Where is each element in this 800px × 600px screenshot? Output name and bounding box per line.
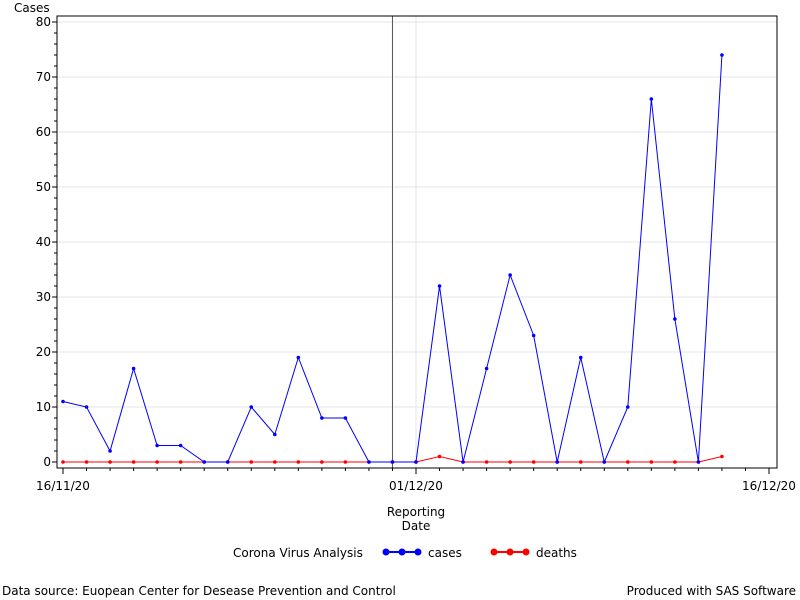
data-point-deaths	[155, 460, 159, 464]
x-tick-label: 01/12/20	[389, 479, 443, 493]
data-point-cases	[626, 405, 630, 409]
data-point-deaths	[720, 454, 724, 459]
y-axis-title: Cases	[14, 1, 50, 15]
data-point-cases	[202, 460, 206, 464]
data-point-cases	[131, 366, 136, 371]
data-point-cases	[343, 416, 348, 420]
legend-marker-deaths	[490, 548, 498, 556]
data-point-cases	[61, 399, 65, 404]
y-tick-label: 50	[36, 180, 51, 194]
legend-marker-cases	[382, 548, 390, 556]
data-point-cases	[320, 416, 324, 420]
legend-marker-cases	[398, 548, 406, 556]
data-point-deaths	[249, 460, 254, 464]
data-point-cases	[390, 460, 395, 464]
legend-marker-deaths	[522, 548, 530, 556]
data-point-deaths	[484, 460, 489, 464]
data-point-cases	[296, 355, 301, 360]
data-point-deaths	[649, 460, 654, 464]
data-point-cases	[720, 53, 724, 57]
data-point-cases	[437, 284, 442, 288]
y-tick-label: 30	[36, 290, 51, 304]
y-tick-label: 70	[36, 70, 51, 84]
data-point-cases	[484, 366, 489, 371]
legend-marker-deaths	[506, 548, 514, 556]
data-point-cases	[602, 460, 607, 464]
data-point-cases	[225, 460, 230, 464]
data-point-cases	[249, 405, 254, 409]
data-point-cases	[108, 449, 112, 453]
legend-label-cases: cases	[428, 546, 462, 560]
grid-lines	[57, 16, 777, 468]
data-point-cases	[461, 460, 465, 464]
data-point-deaths	[531, 460, 536, 464]
data-point-cases	[555, 460, 559, 464]
data-point-deaths	[108, 460, 112, 464]
data-point-deaths	[673, 460, 677, 464]
y-tick-label: 40	[36, 235, 51, 249]
data-point-cases	[155, 443, 159, 448]
data-point-deaths	[273, 460, 277, 464]
data-point-cases	[367, 460, 371, 464]
data-point-deaths	[320, 460, 324, 464]
y-tick-label: 60	[36, 125, 51, 139]
data-point-deaths	[437, 454, 442, 459]
data-point-deaths	[296, 460, 301, 464]
legend-label-deaths: deaths	[536, 546, 577, 560]
software-footnote: Produced with SAS Software	[626, 584, 796, 598]
series-layer	[61, 53, 724, 464]
x-tick-label: 16/12/20	[742, 479, 796, 493]
x-axis: 16/11/20 01/12/20 16/12/20	[36, 468, 796, 493]
data-point-cases	[84, 405, 89, 409]
data-point-cases	[178, 443, 183, 448]
data-point-deaths	[508, 460, 512, 464]
y-tick-label: 10	[36, 400, 51, 414]
y-tick-label: 80	[36, 15, 51, 29]
data-point-deaths	[131, 460, 136, 464]
data-point-cases	[531, 333, 536, 338]
data-point-cases	[578, 355, 583, 360]
data-source-footnote: Data source: Euopean Center for Desease …	[2, 584, 396, 598]
data-point-cases	[414, 460, 418, 464]
data-point-cases	[273, 432, 277, 437]
data-point-deaths	[61, 460, 65, 464]
legend: Corona Virus Analysis cases deaths	[233, 546, 577, 560]
data-point-deaths	[343, 460, 348, 464]
legend-title: Corona Virus Analysis	[233, 546, 363, 560]
x-axis-title-line-2: Date	[402, 519, 431, 533]
data-point-deaths	[84, 460, 89, 464]
data-point-cases	[696, 460, 701, 464]
data-point-cases	[673, 317, 677, 321]
data-point-cases	[508, 273, 512, 277]
data-point-deaths	[626, 460, 630, 464]
data-point-deaths	[178, 460, 183, 464]
y-tick-label: 0	[43, 455, 51, 469]
y-tick-label: 20	[36, 345, 51, 359]
y-axis: 0 10 20 30 40 50 60 70 80	[36, 15, 57, 469]
data-point-cases	[649, 97, 654, 101]
x-axis-title-line-1: Reporting	[387, 505, 445, 519]
legend-marker-cases	[414, 548, 422, 556]
x-tick-label: 16/11/20	[36, 479, 90, 493]
data-point-deaths	[578, 460, 583, 464]
